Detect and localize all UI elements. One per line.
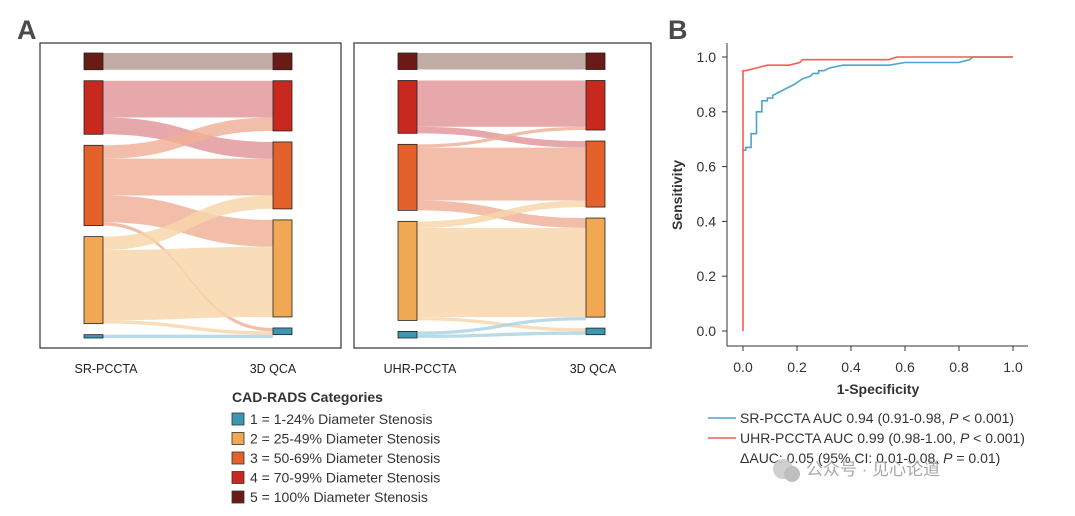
sankey-target-node-5 xyxy=(272,52,293,71)
right-sankey-frame xyxy=(353,42,652,349)
left-source-label: SR-PCCTA xyxy=(75,362,139,376)
left-sankey xyxy=(83,52,293,339)
sankey-flow-1-to-2 xyxy=(417,317,586,335)
roc-chart: 0.0 0.2 0.4 0.6 0.8 1.0 0.0 0.2 0.4 0.6 0.8 1.0 1-Sp… xyxy=(669,43,1028,397)
sankey-flow-1-to-1 xyxy=(417,331,586,338)
sankey-flow-3-to-3 xyxy=(103,158,273,196)
roc-y-tick-label: 0.6 xyxy=(697,159,717,175)
sankey-flow-1-to-1 xyxy=(103,334,273,338)
sankey-target-node-1 xyxy=(272,327,293,336)
sankey-target-node-2 xyxy=(272,219,293,318)
sankey-flow-5-to-5 xyxy=(417,53,586,70)
sankey-source-node-5 xyxy=(83,52,104,71)
right-sankey xyxy=(397,52,606,339)
legend-item-4: 4 = 70-99% Diameter Stenosis xyxy=(250,470,440,486)
left-sankey-frame xyxy=(39,42,342,349)
legend-swatch-1 xyxy=(231,412,245,426)
roc-delta-auc: ΔAUC: 0.05 (95% CI: 0.01-0.08, P = 0.01) xyxy=(740,450,1000,466)
sankey-flow-2-to-3 xyxy=(417,200,586,228)
sankey-source-node-3 xyxy=(397,143,418,211)
sankey-target-node-4 xyxy=(272,80,293,132)
sankey-flow-5-to-5 xyxy=(103,53,273,70)
sankey-flow-3-to-4 xyxy=(417,126,586,148)
roc-line-sr-pccta xyxy=(743,56,1013,151)
left-target-label: 3D QCA xyxy=(250,362,297,376)
roc-y-tick-label: 0.8 xyxy=(697,104,717,120)
sankey-source-node-4 xyxy=(397,80,418,134)
sankey-flow-2-to-1 xyxy=(103,320,273,335)
roc-x-tick-label: 0.2 xyxy=(787,359,807,375)
roc-y-tick-label: 1.0 xyxy=(697,49,717,65)
sankey-source-node-4 xyxy=(83,80,104,135)
watermark: 公众号 · 见心论道 xyxy=(773,459,940,482)
sankey-flow-3-to-3 xyxy=(417,147,586,201)
roc-x-axis-label: 1-Specificity xyxy=(837,381,920,397)
roc-y-tick-label: 0.0 xyxy=(697,323,717,339)
right-source-label: UHR-PCCTA xyxy=(384,362,457,376)
sankey-target-node-3 xyxy=(272,141,293,210)
legend-swatch-2 xyxy=(231,432,245,445)
legend-swatch-5 xyxy=(231,490,245,504)
roc-y-tick-label: 0.2 xyxy=(697,268,717,284)
sankey-flow-4-to-4 xyxy=(417,80,586,127)
sankey-target-node-4 xyxy=(585,80,606,131)
roc-legend-uhr: UHR-PCCTA AUC 0.99 (0.98-1.00, P < 0.001… xyxy=(740,430,1025,446)
legend-item-2: 2 = 25-49% Diameter Stenosis xyxy=(250,431,440,447)
sankey-source-node-2 xyxy=(83,236,104,325)
sankey-flows xyxy=(417,53,586,338)
roc-line-uhr-pccta xyxy=(742,56,1013,331)
legend-swatch-4 xyxy=(231,471,245,484)
sankey-source-node-1 xyxy=(83,334,104,339)
wechat-icon-bubble xyxy=(784,466,800,482)
roc-y-axis-label: Sensitivity xyxy=(669,160,685,230)
right-target-label: 3D QCA xyxy=(570,362,617,376)
legend-item-3: 3 = 50-69% Diameter Stenosis xyxy=(250,450,440,466)
legend-item-1: 1 = 1-24% Diameter Stenosis xyxy=(250,411,432,427)
sankey-source-node-5 xyxy=(397,52,418,70)
legend-swatch-3 xyxy=(231,451,245,465)
roc-x-tick-label: 0.0 xyxy=(733,359,753,375)
roc-x-tick-label: 0.8 xyxy=(949,359,969,375)
sankey-target-node-3 xyxy=(585,140,606,208)
sankey-source-node-2 xyxy=(397,220,418,321)
sankey-flows xyxy=(103,53,273,338)
sankey-flow-2-to-3 xyxy=(103,195,273,251)
roc-legend-sr: SR-PCCTA AUC 0.94 (0.91-0.98, P < 0.001) xyxy=(740,410,1014,426)
cad-rads-legend: 1 = 1-24% Diameter Stenosis 2 = 25-49% Di… xyxy=(231,411,440,505)
roc-y-tick-label: 0.4 xyxy=(697,213,717,229)
sankey-target-node-5 xyxy=(585,52,606,70)
legend-item-5: 5 = 100% Diameter Stenosis xyxy=(250,489,428,505)
panel-a-letter: A xyxy=(17,15,37,45)
sankey-flow-2-to-2 xyxy=(417,227,586,318)
watermark-text: 公众号 · 见心论道 xyxy=(806,460,940,479)
sankey-flow-2-to-2 xyxy=(103,246,273,321)
legend-title: CAD-RADS Categories xyxy=(232,389,383,405)
roc-x-tick-label: 1.0 xyxy=(1003,359,1023,375)
sankey-flow-4-to-4 xyxy=(103,80,273,118)
sankey-target-node-2 xyxy=(585,217,606,318)
roc-x-tick-label: 0.6 xyxy=(895,359,915,375)
panel-b-letter: B xyxy=(668,15,688,45)
sankey-flow-3-to-4 xyxy=(103,117,273,159)
sankey-source-node-3 xyxy=(83,144,104,227)
sankey-source-node-1 xyxy=(397,330,418,339)
sankey-target-node-1 xyxy=(585,327,606,336)
roc-x-tick-label: 0.4 xyxy=(841,359,861,375)
